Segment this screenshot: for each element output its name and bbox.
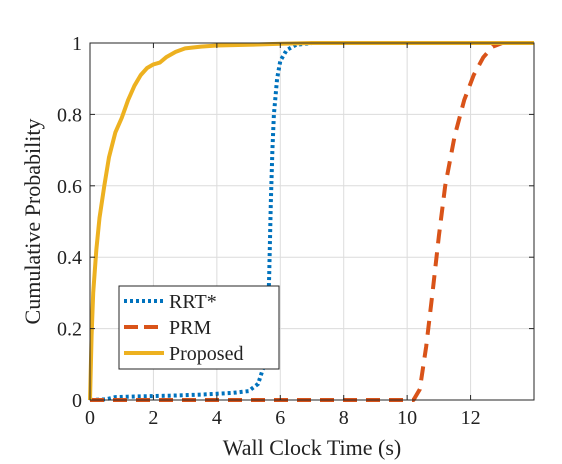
x-axis-label: Wall Clock Time (s): [223, 435, 402, 460]
y-tick-label: 0: [72, 390, 82, 412]
y-tick-label: 0.2: [57, 319, 82, 341]
legend: RRT* PRM Proposed: [118, 285, 280, 370]
legend-label: PRM: [169, 317, 211, 339]
plot-frame: [89, 42, 535, 401]
y-tick-label: 0.6: [57, 176, 82, 198]
x-tick-label: 6: [275, 407, 285, 429]
legend-label: RRT*: [169, 291, 217, 313]
x-tick-label: 4: [212, 407, 222, 429]
x-tick-label: 8: [339, 407, 349, 429]
series-layer: [88, 41, 534, 402]
series-line-proposed: [88, 41, 534, 401]
legend-label: Proposed: [169, 343, 243, 365]
x-tick-label: 2: [148, 407, 158, 429]
y-axis-label: Cumulative Probability: [20, 119, 45, 325]
y-tick-label: 0.8: [57, 104, 82, 126]
x-tick-label: 12: [461, 407, 481, 429]
ticks: 0 2 4 6 8 10 12 0 0.2 0.4 0.6 0.8 1: [57, 33, 534, 429]
y-tick-label: 0.4: [57, 247, 82, 269]
x-tick-label: 0: [85, 407, 95, 429]
x-tick-label: 10: [397, 407, 417, 429]
y-tick-label: 1: [72, 33, 82, 55]
